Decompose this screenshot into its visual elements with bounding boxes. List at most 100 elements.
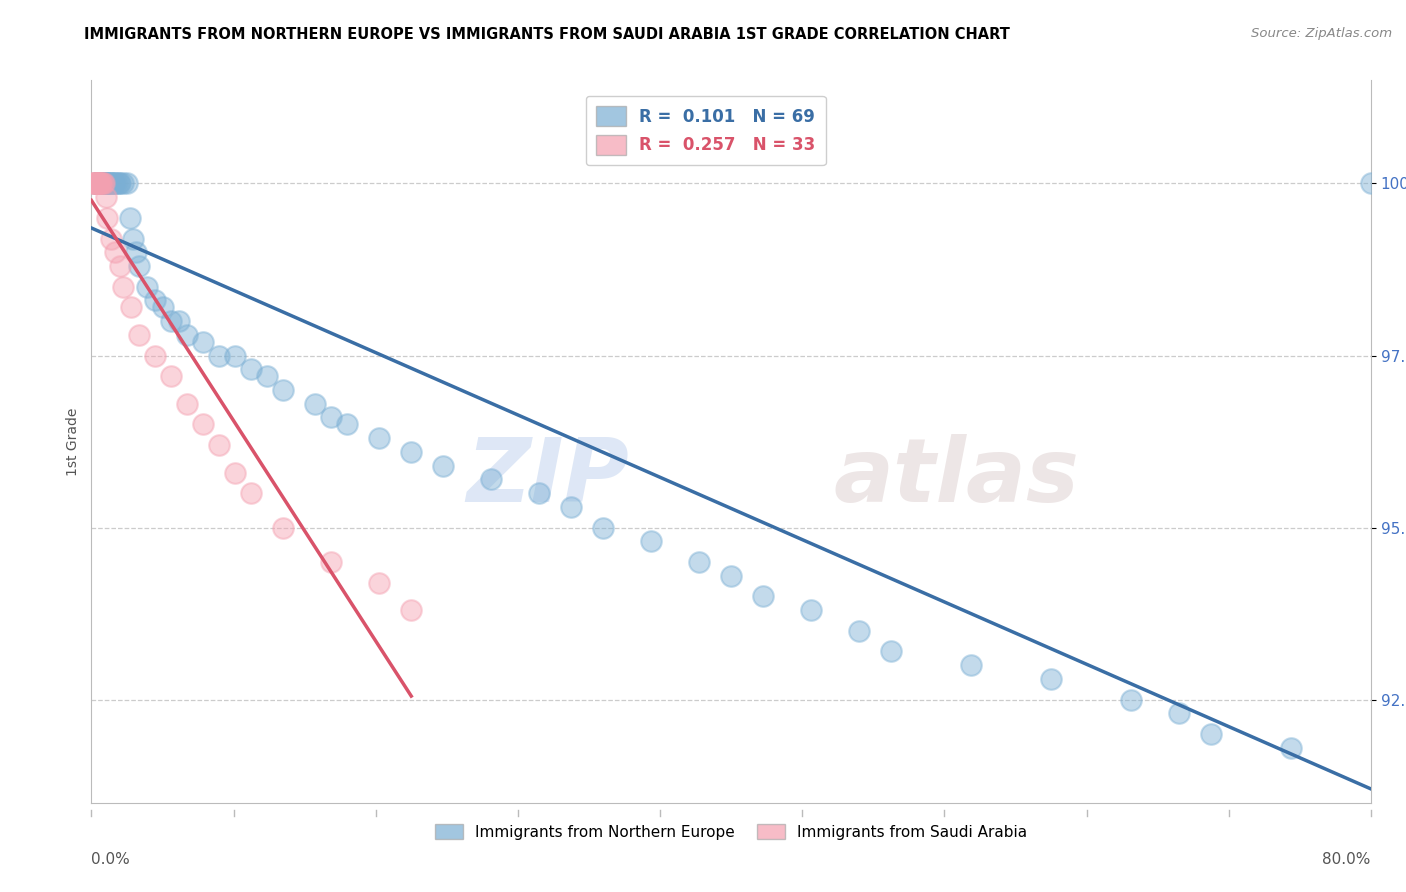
Point bbox=[193, 334, 215, 349]
Point bbox=[1279, 740, 1302, 755]
Point bbox=[848, 624, 870, 638]
Point bbox=[256, 369, 278, 384]
Point bbox=[321, 410, 343, 425]
Point bbox=[89, 177, 111, 191]
Point bbox=[83, 177, 105, 191]
Point bbox=[720, 568, 742, 582]
Point bbox=[208, 438, 231, 452]
Point bbox=[87, 177, 110, 191]
Point bbox=[103, 177, 125, 191]
Point bbox=[368, 575, 391, 590]
Point bbox=[104, 245, 127, 260]
Legend: Immigrants from Northern Europe, Immigrants from Saudi Arabia: Immigrants from Northern Europe, Immigra… bbox=[429, 818, 1033, 846]
Point bbox=[96, 177, 118, 191]
Point bbox=[160, 369, 183, 384]
Text: 0.0%: 0.0% bbox=[91, 852, 131, 867]
Point bbox=[592, 520, 614, 534]
Y-axis label: 1st Grade: 1st Grade bbox=[66, 408, 80, 475]
Point bbox=[193, 417, 215, 432]
Point bbox=[271, 520, 295, 534]
Point bbox=[145, 293, 166, 308]
Point bbox=[93, 177, 115, 191]
Point bbox=[880, 644, 903, 658]
Point bbox=[224, 466, 246, 480]
Point bbox=[688, 555, 710, 569]
Point bbox=[89, 177, 111, 191]
Point bbox=[87, 177, 110, 191]
Point bbox=[89, 177, 111, 191]
Point bbox=[84, 177, 107, 191]
Point bbox=[108, 259, 131, 273]
Point bbox=[90, 177, 112, 191]
Point bbox=[125, 245, 148, 260]
Point bbox=[90, 177, 112, 191]
Text: Source: ZipAtlas.com: Source: ZipAtlas.com bbox=[1251, 27, 1392, 40]
Point bbox=[128, 259, 150, 273]
Point bbox=[104, 177, 127, 191]
Point bbox=[100, 177, 122, 191]
Point bbox=[224, 349, 246, 363]
Point bbox=[93, 177, 115, 191]
Point bbox=[112, 177, 135, 191]
Point bbox=[94, 177, 117, 191]
Point bbox=[176, 397, 198, 411]
Point bbox=[91, 177, 114, 191]
Point bbox=[105, 177, 128, 191]
Point bbox=[240, 486, 263, 500]
Point bbox=[89, 177, 111, 191]
Point bbox=[83, 177, 105, 191]
Point bbox=[100, 231, 122, 245]
Point bbox=[90, 177, 112, 191]
Point bbox=[304, 397, 326, 411]
Point bbox=[122, 231, 145, 245]
Point bbox=[82, 177, 104, 191]
Point bbox=[108, 177, 131, 191]
Point bbox=[91, 177, 114, 191]
Point bbox=[120, 301, 142, 315]
Point bbox=[1199, 727, 1222, 741]
Point bbox=[118, 211, 141, 225]
Point bbox=[169, 314, 191, 328]
Point bbox=[432, 458, 454, 473]
Point bbox=[94, 190, 117, 204]
Point bbox=[401, 445, 423, 459]
Text: 80.0%: 80.0% bbox=[1323, 852, 1371, 867]
Point bbox=[100, 177, 122, 191]
Point bbox=[560, 500, 582, 514]
Point bbox=[368, 431, 391, 445]
Point bbox=[87, 177, 110, 191]
Point bbox=[240, 362, 263, 376]
Point bbox=[529, 486, 551, 500]
Point bbox=[94, 177, 117, 191]
Text: ZIP: ZIP bbox=[465, 434, 628, 521]
Point bbox=[960, 658, 983, 673]
Point bbox=[98, 177, 121, 191]
Point bbox=[1039, 672, 1063, 686]
Point bbox=[1360, 177, 1382, 191]
Point bbox=[160, 314, 183, 328]
Point bbox=[145, 349, 166, 363]
Point bbox=[107, 177, 129, 191]
Text: atlas: atlas bbox=[834, 434, 1080, 521]
Point bbox=[89, 177, 111, 191]
Point bbox=[1119, 692, 1142, 706]
Point bbox=[208, 349, 231, 363]
Point bbox=[87, 177, 110, 191]
Point bbox=[93, 177, 115, 191]
Point bbox=[321, 555, 343, 569]
Point bbox=[479, 472, 502, 486]
Point bbox=[128, 327, 150, 342]
Text: IMMIGRANTS FROM NORTHERN EUROPE VS IMMIGRANTS FROM SAUDI ARABIA 1ST GRADE CORREL: IMMIGRANTS FROM NORTHERN EUROPE VS IMMIG… bbox=[84, 27, 1011, 42]
Point bbox=[112, 279, 135, 293]
Point bbox=[115, 177, 138, 191]
Point bbox=[84, 177, 107, 191]
Point bbox=[96, 177, 118, 191]
Point bbox=[82, 177, 104, 191]
Point bbox=[152, 301, 174, 315]
Point bbox=[83, 177, 105, 191]
Point bbox=[90, 177, 112, 191]
Point bbox=[91, 177, 114, 191]
Point bbox=[271, 383, 295, 397]
Point bbox=[640, 534, 662, 549]
Point bbox=[96, 211, 118, 225]
